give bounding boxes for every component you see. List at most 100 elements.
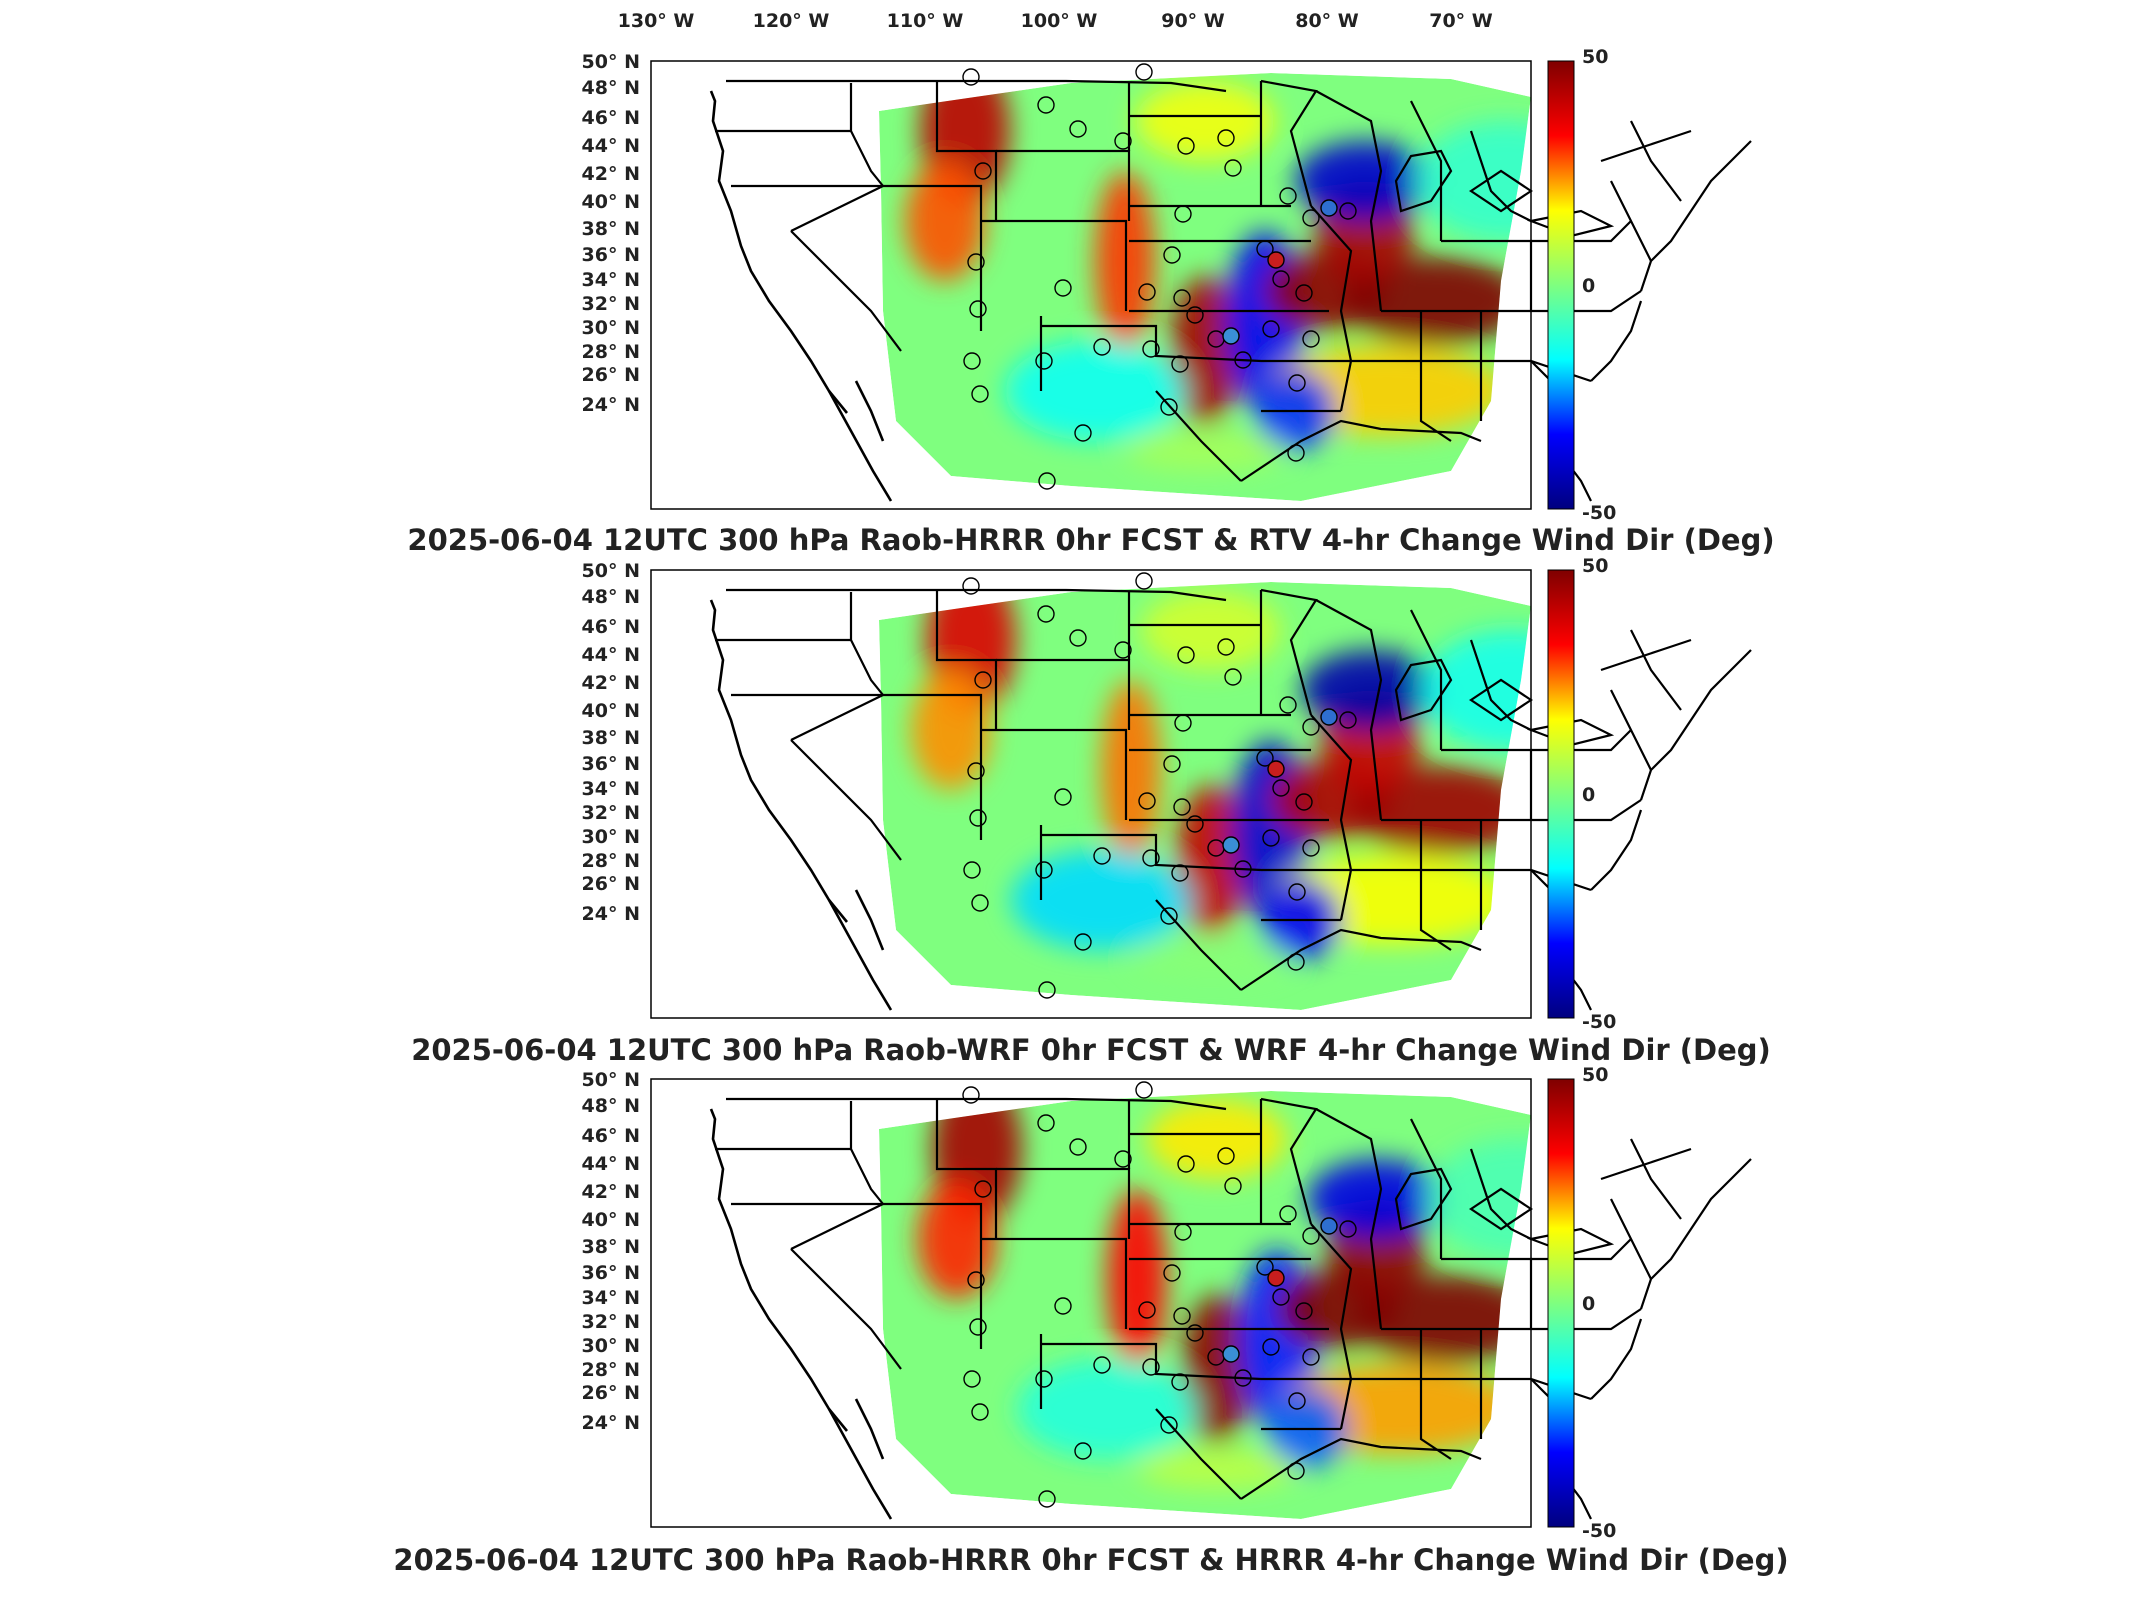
colorbar-tick-label: 50: [1582, 1064, 1608, 1086]
raob-station-markers: [962, 1081, 1357, 1508]
boundary-line: [1394, 1167, 1453, 1231]
field-blob: [1301, 650, 1441, 730]
boundary-line: [1639, 1158, 1752, 1310]
boundary-line: [1260, 1097, 1318, 1225]
raob-station-marker: [971, 1403, 989, 1421]
latitude-labels: 50° N 48° N 46° N 44° N 42° N 40° N 38° N 36° N…: [582, 560, 640, 925]
colorbar-tick-label: 0: [1582, 784, 1595, 806]
raob-station-marker: [1135, 63, 1153, 81]
latitude-tick-label: 38° N: [582, 1236, 640, 1258]
raob-station-marker: [1074, 1442, 1092, 1460]
latitude-tick-label: 48° N: [582, 77, 640, 99]
field-blob: [1011, 850, 1191, 950]
map-frame: [650, 569, 1532, 1019]
raob-station-marker: [1234, 1369, 1252, 1387]
raob-station-marker: [1217, 129, 1235, 147]
raob-station-marker: [1035, 1370, 1053, 1388]
map-frame: [650, 1078, 1532, 1528]
raob-station-marker: [1069, 120, 1087, 138]
colorbar-tick-label: -50: [1582, 1011, 1616, 1033]
colorbar-tick-label: -50: [1582, 502, 1616, 524]
boundary-line: [1600, 1147, 1692, 1181]
boundary-line: [1410, 1118, 1443, 1259]
boundary-line: [1469, 130, 1532, 222]
boundary-line: [1394, 658, 1453, 722]
boundary-line: [827, 1408, 893, 1520]
latitude-tick-label: 42° N: [582, 163, 640, 185]
latitude-tick-label: 26° N: [582, 873, 640, 895]
boundary-line: [1419, 1329, 1452, 1460]
field-blob: [1357, 1274, 1531, 1364]
longitude-tick-label: 110° W: [887, 10, 964, 32]
raob-station-marker: [1114, 132, 1132, 150]
raob-station-marker: [1288, 883, 1306, 901]
raob-station-marker: [1272, 1288, 1290, 1306]
latitude-tick-label: 30° N: [582, 1335, 640, 1357]
raob-station-marker: [1174, 1223, 1192, 1241]
field-blob: [1125, 431, 1285, 471]
colorbar-tick-label: 0: [1582, 1293, 1595, 1315]
raob-station-marker-filled: [1222, 1345, 1240, 1363]
raob-station-marker: [1171, 864, 1189, 882]
boundary-line: [726, 588, 1227, 602]
boundary-line: [709, 599, 849, 923]
field-blob: [911, 670, 991, 790]
raob-station-marker: [1038, 981, 1056, 999]
raob-station-marker: [1302, 839, 1320, 857]
raob-station-marker: [1114, 641, 1132, 659]
raob-station-marker: [1174, 714, 1192, 732]
boundary-line: [1531, 729, 1632, 752]
raob-station-marker: [1186, 1324, 1204, 1342]
boundary-line: [1310, 714, 1353, 921]
boundary-line: [1394, 149, 1453, 213]
raob-station-marker: [1302, 718, 1320, 736]
boundary-line: [790, 1248, 902, 1370]
raob-station-marker: [1173, 289, 1191, 307]
raob-station-marker: [974, 162, 992, 180]
boundary-line: [790, 739, 902, 861]
raob-station-marker: [1302, 209, 1320, 227]
raob-station-marker: [1272, 779, 1290, 797]
latitude-tick-label: 24° N: [582, 394, 640, 416]
latitude-tick-label: 38° N: [582, 727, 640, 749]
colorbar-tick-label: 0: [1582, 275, 1595, 297]
raob-station-marker: [1173, 798, 1191, 816]
longitude-tick-label: 100° W: [1021, 10, 1098, 32]
colorbar-bar: [1547, 569, 1575, 1019]
colorbar-tick-label: 50: [1582, 555, 1608, 577]
boundary-line: [1590, 300, 1643, 382]
boundary-line: [883, 693, 983, 840]
raob-station-marker: [1114, 1150, 1132, 1168]
latitude-tick-label: 24° N: [582, 1412, 640, 1434]
boundary-line: [1240, 928, 1482, 991]
raob-station-marker: [1224, 159, 1242, 177]
raob-station-marker: [1287, 1462, 1305, 1480]
raob-station-marker-filled: [1267, 251, 1285, 269]
latitude-tick-label: 48° N: [582, 1095, 640, 1117]
raob-station-marker: [1142, 849, 1160, 867]
raob-station-marker: [1224, 1177, 1242, 1195]
boundary-line: [854, 889, 885, 951]
raob-station-marker: [1142, 1358, 1160, 1376]
boundary-line: [883, 1202, 983, 1349]
raob-station-markers: [962, 572, 1357, 999]
boundary-line: [854, 1398, 885, 1460]
raob-station-marker: [1256, 240, 1274, 258]
raob-station-marker: [1054, 1297, 1072, 1315]
boundary-line: [1590, 809, 1643, 891]
us-state-boundaries: [709, 588, 1752, 1011]
panel-title: 2025-06-04 12UTC 300 hPa Raob-WRF 0hr FC…: [411, 1033, 1771, 1067]
latitude-tick-label: 34° N: [582, 1287, 640, 1309]
field-blob: [1295, 141, 1435, 221]
field-blob: [1147, 1099, 1287, 1179]
raob-station-marker: [1262, 320, 1280, 338]
raob-station-marker: [1339, 202, 1357, 220]
raob-station-marker: [1262, 829, 1280, 847]
boundary-line: [1600, 638, 1692, 672]
raob-station-marker: [1295, 793, 1313, 811]
boundary-line: [1419, 311, 1452, 442]
latitude-tick-label: 36° N: [582, 753, 640, 775]
latitude-tick-label: 46° N: [582, 616, 640, 638]
boundary-line: [1260, 588, 1318, 716]
boundary-line: [1315, 1108, 1383, 1330]
